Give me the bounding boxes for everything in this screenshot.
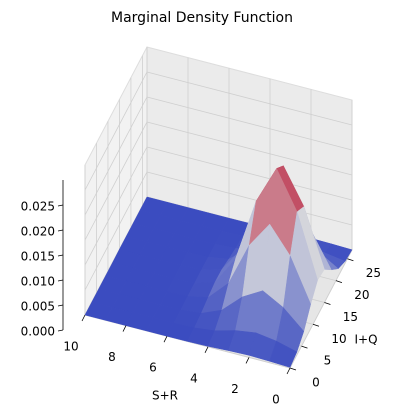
- z-tick-label: 0.000: [21, 325, 55, 339]
- y-tick-label: 5: [324, 354, 332, 368]
- z-tick: [57, 254, 64, 257]
- x-axis-label: S+R: [152, 389, 178, 403]
- x-tick: [245, 357, 250, 364]
- grid-line: [84, 71, 148, 191]
- x-tick: [81, 314, 86, 322]
- chart-title: Marginal Density Function: [111, 10, 293, 26]
- x-tick: [163, 336, 168, 343]
- y-tick: [301, 345, 308, 349]
- y-tick: [324, 302, 331, 305]
- y-tick: [335, 280, 343, 283]
- z-tick-label: 0.025: [21, 200, 55, 214]
- x-tick-label: 2: [231, 382, 239, 396]
- y-tick-label: 20: [354, 288, 369, 302]
- grid-line: [146, 71, 353, 126]
- grid-line: [84, 96, 148, 216]
- grid-line: [84, 121, 148, 241]
- grid-line: [146, 121, 353, 176]
- grid-line: [146, 171, 353, 226]
- grid-line: [289, 249, 353, 369]
- y-axis-label: I+Q: [354, 333, 377, 347]
- x-tick: [122, 325, 127, 332]
- grid-line: [84, 146, 148, 266]
- grid-line: [84, 171, 148, 291]
- y-tick-label: 25: [366, 266, 381, 280]
- grid-line: [146, 96, 353, 151]
- z-tick-label: 0.015: [21, 250, 55, 264]
- z-tick: [57, 304, 64, 307]
- z-tick-label: 0.020: [21, 225, 55, 239]
- y-tick-label: 15: [343, 310, 358, 324]
- x-tick-label: 10: [63, 340, 78, 354]
- z-tick: [57, 204, 64, 207]
- z-tick-label: 0.005: [21, 300, 55, 314]
- x-tick-label: 6: [149, 361, 157, 375]
- z-tick: [57, 329, 64, 332]
- y-tick-label: 0: [312, 376, 320, 390]
- z-tick: [57, 229, 64, 232]
- y-tick-label: 10: [331, 332, 346, 346]
- x-tick-label: 4: [190, 371, 198, 385]
- x-tick-label: 0: [272, 393, 280, 407]
- z-tick: [57, 279, 64, 282]
- y-tick: [289, 367, 297, 371]
- z-tick-label: 0.010: [21, 275, 55, 289]
- surface-patch: [269, 340, 298, 368]
- y-tick: [347, 258, 354, 262]
- x-tick-label: 8: [108, 350, 116, 364]
- grid-line: [146, 146, 353, 201]
- x-tick: [286, 367, 291, 375]
- y-tick: [312, 323, 320, 327]
- x-tick: [204, 346, 209, 353]
